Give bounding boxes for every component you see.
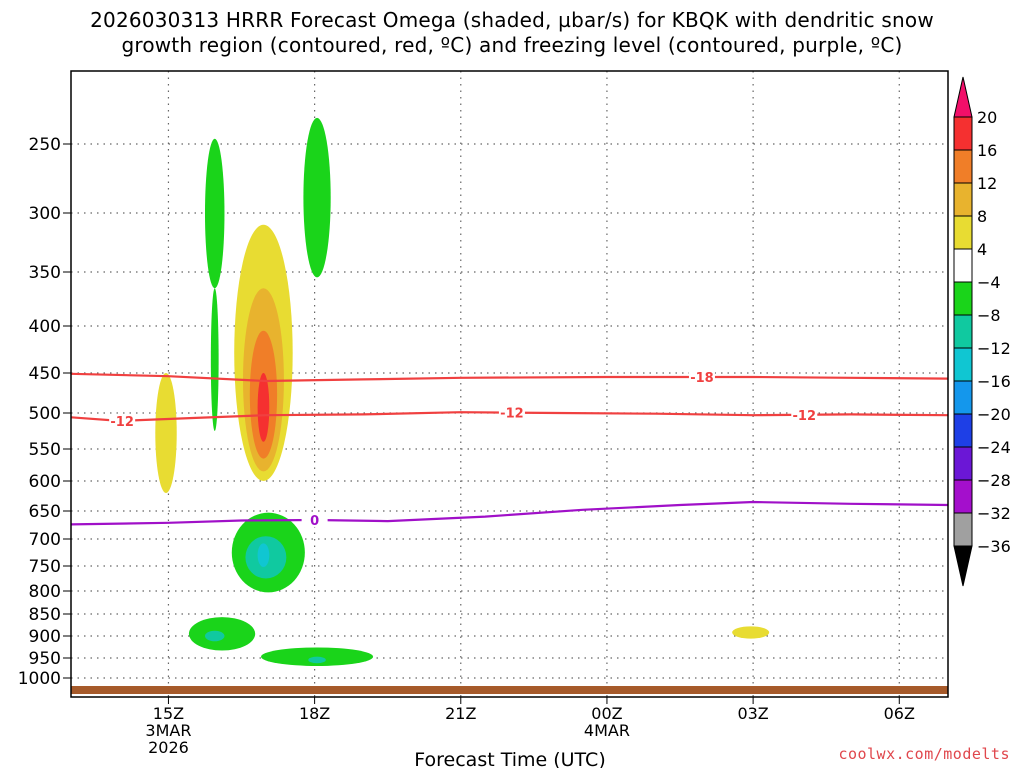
omega-region-1 <box>210 288 219 431</box>
x-tick-label-15-0: 15Z <box>153 704 184 723</box>
credit-text: coolwx.com/modelts <box>838 745 1010 763</box>
chart-title-line-1: 2026030313 HRRR Forecast Omega (shaded, … <box>90 8 934 32</box>
contour-label-bg-0 <box>688 370 715 384</box>
colorbar-label-7: −12 <box>977 339 1011 358</box>
colorbar-label-1: 16 <box>977 141 997 160</box>
colorbar-segment-5 <box>953 248 973 283</box>
contour-label-1: -12 <box>110 415 134 430</box>
colorbar-segment-8 <box>953 347 973 382</box>
colorbar-segment-1 <box>953 116 973 151</box>
x-tick-label-27-0: 03Z <box>737 704 768 723</box>
contour-label-0: -18 <box>690 371 714 386</box>
colorbar-segment-12 <box>953 479 973 514</box>
colorbar-segment-11 <box>953 446 973 481</box>
y-tick-label-650: 650 <box>29 502 61 522</box>
ground <box>71 686 948 694</box>
y-tick-label-900: 900 <box>29 627 61 647</box>
y-tick-label-1000: 1000 <box>18 669 61 689</box>
y-tick-label-250: 250 <box>29 135 61 155</box>
omega-shading <box>155 117 770 666</box>
colorbar-label-10: −24 <box>977 438 1011 457</box>
y-tick-label-550: 550 <box>29 440 61 460</box>
colorbar-label-6: −8 <box>977 306 1001 325</box>
contour-label-bg-4 <box>301 512 328 527</box>
contour-line-0 <box>71 372 948 383</box>
contour-label-bg-1 <box>109 413 136 428</box>
colorbar-label-0: 20 <box>977 108 997 127</box>
colorbar-segment-7 <box>953 314 973 349</box>
y-tick-label-750: 750 <box>29 557 61 577</box>
x-tick-label-24-0: 00Z <box>591 704 622 723</box>
colorbar-label-4: 4 <box>977 240 987 259</box>
grid <box>71 71 948 697</box>
contour-label-4: 0 <box>310 514 319 529</box>
contour-label-3: -12 <box>793 409 817 424</box>
colorbar-label-3: 8 <box>977 207 987 226</box>
y-tick-label-850: 850 <box>29 605 61 625</box>
colorbar-label-13: −36 <box>977 537 1011 556</box>
omega-region-7 <box>257 373 270 442</box>
omega-region-10 <box>257 543 270 567</box>
colorbar-label-2: 12 <box>977 174 997 193</box>
omega-region-0 <box>204 138 225 289</box>
colorbar-segment-10 <box>953 413 973 448</box>
y-axis: 2503003504004505005506006507007508008509… <box>18 135 71 689</box>
colorbar-segment-9 <box>953 380 973 415</box>
omega-region-14 <box>308 656 326 664</box>
colorbar-label-9: −20 <box>977 405 1011 424</box>
y-tick-label-700: 700 <box>29 530 61 550</box>
x-tick-label-15-2: 2026 <box>148 738 189 757</box>
omega-region-2 <box>303 117 331 278</box>
colorbar-segment-3 <box>953 182 973 217</box>
colorbar-segment-13 <box>953 512 973 547</box>
y-tick-label-500: 500 <box>29 404 61 424</box>
omega-region-15 <box>732 626 770 639</box>
omega-region-3 <box>155 373 177 493</box>
colorbar-label-8: −16 <box>977 372 1011 391</box>
x-tick-label-15-1: 3MAR <box>145 721 191 740</box>
y-tick-label-450: 450 <box>29 364 61 384</box>
x-axis-label: Forecast Time (UTC) <box>414 749 605 768</box>
omega-region-13 <box>204 630 225 642</box>
y-tick-label-400: 400 <box>29 317 61 337</box>
x-tick-label-24-1: 4MAR <box>584 721 630 740</box>
colorbar-segment-4 <box>953 215 973 250</box>
y-tick-label-300: 300 <box>29 204 61 224</box>
contour-line-4 <box>71 500 948 526</box>
x-tick-label-21-0: 21Z <box>445 704 476 723</box>
y-tick-label-800: 800 <box>29 582 61 602</box>
colorbar-label-12: −32 <box>977 504 1011 523</box>
y-tick-label-950: 950 <box>29 649 61 669</box>
temperature-contours: -18 -12 -12 -12 0 <box>71 370 948 529</box>
y-tick-label-600: 600 <box>29 472 61 492</box>
colorbar-segment-2 <box>953 149 973 184</box>
ground-strip <box>71 686 948 694</box>
y-tick-label-350: 350 <box>29 263 61 283</box>
contour-line-1 <box>71 411 948 423</box>
colorbar-top-arrow <box>953 76 973 118</box>
contour-label-2: -12 <box>500 407 524 422</box>
colorbar: 20 16 12 8 4 −4 −8 −12 −16 −20 −24 −28 −32 −36 <box>953 76 1011 587</box>
x-tick-label-18-0: 18Z <box>299 704 330 723</box>
x-tick-label-30-0: 06Z <box>884 704 915 723</box>
colorbar-label-5: −4 <box>977 273 1001 292</box>
colorbar-bottom-arrow <box>953 545 973 587</box>
plot-frame <box>70 70 949 698</box>
contour-label-bg-2 <box>498 405 525 420</box>
colorbar-segment-6 <box>953 281 973 316</box>
chart-title-line-2: growth region (contoured, red, ºC) and f… <box>121 33 903 57</box>
colorbar-label-11: −28 <box>977 471 1011 490</box>
contour-label-bg-3 <box>791 407 818 422</box>
